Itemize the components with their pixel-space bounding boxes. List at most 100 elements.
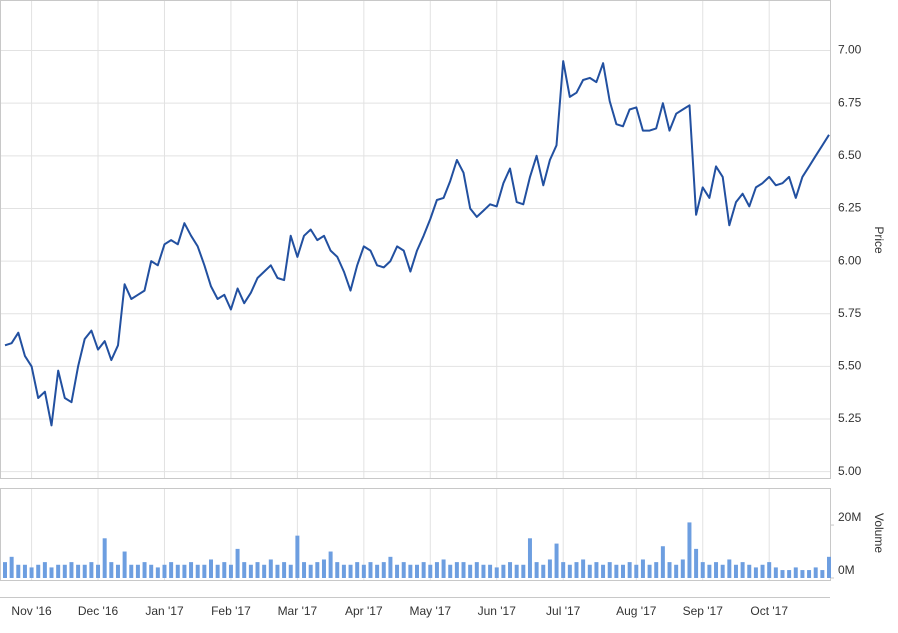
volume-bar <box>827 556 831 578</box>
volume-bar <box>773 567 778 578</box>
x-tick-label: Feb '17 <box>211 604 251 618</box>
volume-bar <box>415 564 419 578</box>
volume-bar <box>375 564 380 578</box>
volume-bar <box>3 562 7 578</box>
volume-bar <box>541 564 546 578</box>
volume-bar <box>341 564 346 578</box>
volume-bar <box>235 548 240 578</box>
volume-bar <box>302 562 307 578</box>
x-tick-label: Jun '17 <box>478 604 517 618</box>
y-tick-label: 6.00 <box>838 253 862 267</box>
volume-bar <box>740 562 745 578</box>
volume-bar <box>667 562 672 578</box>
volume-bar <box>421 562 426 578</box>
volume-bar <box>321 559 326 578</box>
volume-bar <box>521 564 526 578</box>
volume-bar <box>547 559 552 578</box>
volume-bar <box>295 535 300 578</box>
x-tick-label: May '17 <box>409 604 451 618</box>
volume-bar <box>494 567 499 578</box>
volume-bar <box>694 548 699 578</box>
volume-bar <box>275 564 280 578</box>
volume-bar <box>534 562 539 578</box>
y-tick-label: 0M <box>838 563 855 577</box>
volume-bar <box>767 562 772 578</box>
volume-bar <box>288 564 293 578</box>
volume-bar <box>76 564 81 578</box>
volume-bar <box>195 564 200 578</box>
volume-bar <box>29 567 34 578</box>
volume-bar <box>454 562 459 578</box>
y2-axis-title: Volume <box>872 513 886 553</box>
volume-bar <box>328 551 333 578</box>
volume-bar <box>621 564 625 578</box>
volume-bar <box>308 564 313 578</box>
volume-bar <box>813 567 818 578</box>
volume-bar <box>508 562 513 578</box>
volume-bar <box>561 562 566 578</box>
volume-bar <box>242 562 247 578</box>
volume-bar <box>115 564 120 578</box>
volume-bar <box>807 570 812 578</box>
volume-bar <box>654 562 659 578</box>
x-tick-label: Sep '17 <box>683 604 724 618</box>
volume-bar <box>315 562 320 578</box>
volume-bar <box>601 564 606 578</box>
volume-bar <box>474 562 479 578</box>
volume-bar <box>22 564 27 578</box>
volume-bar <box>441 559 446 578</box>
volume-bar <box>215 564 220 578</box>
volume-bar <box>753 567 758 578</box>
volume-bar <box>16 564 21 578</box>
volume-bar <box>62 564 67 578</box>
volume-bar <box>175 564 180 578</box>
volume-bar <box>36 564 41 578</box>
volume-bar <box>109 562 114 578</box>
y-tick-label: 6.50 <box>838 148 862 162</box>
volume-bar <box>727 559 732 578</box>
volume-bar <box>627 562 632 578</box>
volume-bar <box>461 562 466 578</box>
x-tick-label: Apr '17 <box>345 604 383 618</box>
volume-bar <box>209 559 213 578</box>
volume-bar <box>388 556 393 578</box>
volume-bar <box>49 567 54 578</box>
x-tick-label: Jan '17 <box>145 604 184 618</box>
volume-bar <box>700 562 705 578</box>
volume-bar <box>282 562 287 578</box>
volume-bar <box>714 562 719 578</box>
volume-bar <box>554 543 559 578</box>
volume-bar <box>129 564 134 578</box>
volume-bar <box>89 562 94 578</box>
volume-bar <box>468 564 473 578</box>
y-tick-label: 5.75 <box>838 306 862 320</box>
y-tick-label: 6.75 <box>838 95 862 109</box>
volume-bar <box>434 562 439 578</box>
volume-bar <box>368 562 373 578</box>
volume-bar <box>780 570 785 578</box>
volume-bar <box>787 570 792 578</box>
volume-bar <box>607 562 612 578</box>
volume-bar <box>395 564 400 578</box>
volume-bar <box>820 570 825 578</box>
volume-bar <box>594 562 599 578</box>
volume-bar <box>793 567 798 578</box>
volume-bar <box>122 551 127 578</box>
volume-bar <box>401 562 406 578</box>
volume-bar <box>69 562 74 578</box>
volume-bar <box>361 564 366 578</box>
volume-bar <box>96 564 101 578</box>
volume-bar <box>228 564 233 578</box>
volume-bar <box>142 562 147 578</box>
volume-bar <box>647 564 652 578</box>
volume-bar <box>102 538 107 578</box>
volume-bar <box>381 562 386 578</box>
volume-bar <box>488 564 493 578</box>
volume-bar <box>355 562 360 578</box>
volume-bar <box>149 564 154 578</box>
volume-bar <box>248 564 253 578</box>
volume-bar <box>481 564 486 578</box>
volume-bar <box>760 564 765 578</box>
volume-bar <box>9 556 14 578</box>
volume-bar <box>527 538 532 578</box>
